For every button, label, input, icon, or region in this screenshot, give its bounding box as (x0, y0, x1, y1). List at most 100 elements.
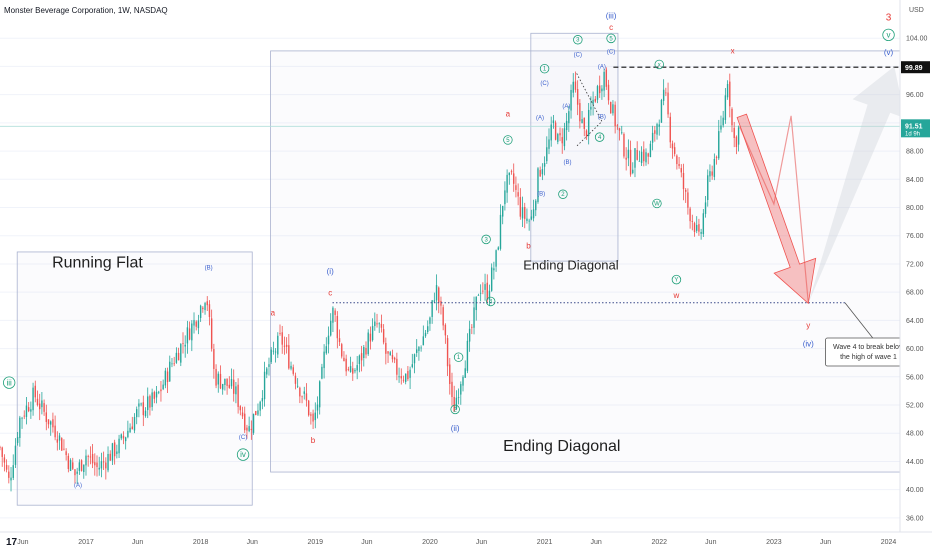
candle-body (599, 85, 601, 94)
price-axis-tick: 40.00 (906, 487, 924, 494)
candle-body (272, 350, 275, 352)
candle-body (466, 340, 469, 371)
candle-body (133, 417, 136, 431)
candle-body (477, 294, 480, 296)
candle-body (574, 81, 577, 90)
candle-body (0, 447, 1, 448)
candle-body (539, 170, 541, 177)
time-axis-tick: 2023 (766, 539, 782, 546)
candle-body (565, 120, 568, 131)
candle-body (111, 443, 114, 461)
candle-body (21, 417, 23, 419)
candle-body (120, 434, 122, 439)
wave-label: 4 (598, 135, 602, 141)
candle-body (594, 98, 596, 102)
candle-body (314, 412, 316, 421)
price-axis-tick: 88.00 (906, 149, 924, 156)
candle-body (691, 220, 694, 222)
candle-body (307, 400, 310, 416)
wave-label: (C) (607, 50, 615, 56)
candle-body (700, 232, 702, 234)
wave-label: v (887, 31, 891, 40)
candle-body (711, 171, 713, 176)
wave-label-circle (539, 63, 550, 74)
candle-body (402, 379, 405, 381)
candle-body (208, 304, 211, 318)
candle-body (413, 354, 416, 364)
candle-body (731, 108, 733, 126)
level-price-tag (901, 61, 930, 74)
wave-label: Running Flat (52, 254, 143, 271)
candle-body (649, 143, 652, 158)
last-price-tag (901, 119, 930, 138)
wave-label-circle (606, 33, 616, 44)
wave-label-circle (652, 198, 662, 209)
wave-label: c (609, 23, 613, 32)
candle-body (374, 321, 376, 327)
candle-body (444, 324, 447, 336)
candle-body (349, 366, 352, 372)
chart-title: Monster Beverage Corporation, 1W, NASDAQ (4, 6, 168, 15)
candle-body (61, 438, 63, 451)
candle-body (160, 389, 162, 392)
candle-body (592, 99, 594, 105)
candle-body (140, 403, 142, 405)
candle-body (696, 224, 698, 231)
time-axis-tick: Jun (820, 539, 831, 546)
candle-body (182, 343, 184, 344)
last-price-tag-text: 91.51 (905, 123, 923, 130)
candle-body (554, 122, 557, 140)
candle-body (722, 117, 724, 126)
candle-body (585, 130, 588, 137)
candle-body (587, 109, 590, 136)
wave-label: (A) (536, 115, 544, 121)
wave-label-circle (654, 59, 664, 70)
candle-body (330, 320, 332, 336)
candle-body (171, 363, 173, 365)
candle-body (149, 395, 151, 408)
candle-body (83, 464, 85, 473)
wave-label: 1 (543, 67, 547, 73)
candle-body (629, 149, 632, 175)
candle-body (473, 307, 475, 328)
wave-label: (B) (205, 266, 213, 272)
candle-body (288, 345, 290, 369)
wave-label: a (506, 110, 511, 119)
candle-body (202, 307, 204, 310)
candle-body (468, 328, 471, 342)
candle-body (41, 400, 43, 408)
candle-body (475, 296, 477, 311)
candle-body (541, 169, 544, 175)
candle-body (684, 189, 687, 192)
candle-body (188, 328, 191, 340)
candle-body (543, 163, 546, 167)
candle-body (519, 197, 522, 217)
candle-body (572, 81, 574, 93)
candle-body (250, 428, 253, 431)
candle-body (76, 471, 78, 474)
candle-body (268, 364, 270, 367)
note-line: the high of wave 1 (840, 354, 897, 361)
candle-body (576, 89, 579, 105)
candle-body (283, 345, 286, 347)
candle-body (391, 354, 394, 360)
candle-body (338, 338, 341, 343)
candle-body (559, 133, 561, 136)
candle-body (248, 426, 250, 432)
candle-body (67, 455, 70, 469)
candle-body (118, 438, 120, 454)
candle-body (345, 358, 347, 372)
candle-body (638, 160, 641, 162)
candle-body (138, 403, 140, 407)
wave-label: 5 (609, 36, 613, 42)
candle-body (74, 469, 76, 476)
wave-label: (A) (562, 104, 570, 110)
wave-label: (iv) (803, 339, 814, 348)
candle-body (80, 460, 83, 471)
candle-body (5, 464, 8, 470)
wave-label: (ii) (451, 424, 460, 433)
candle-body (416, 349, 418, 353)
candle-body (270, 349, 272, 363)
candle-body (682, 172, 685, 190)
price-axis-tick: 72.00 (906, 261, 924, 268)
